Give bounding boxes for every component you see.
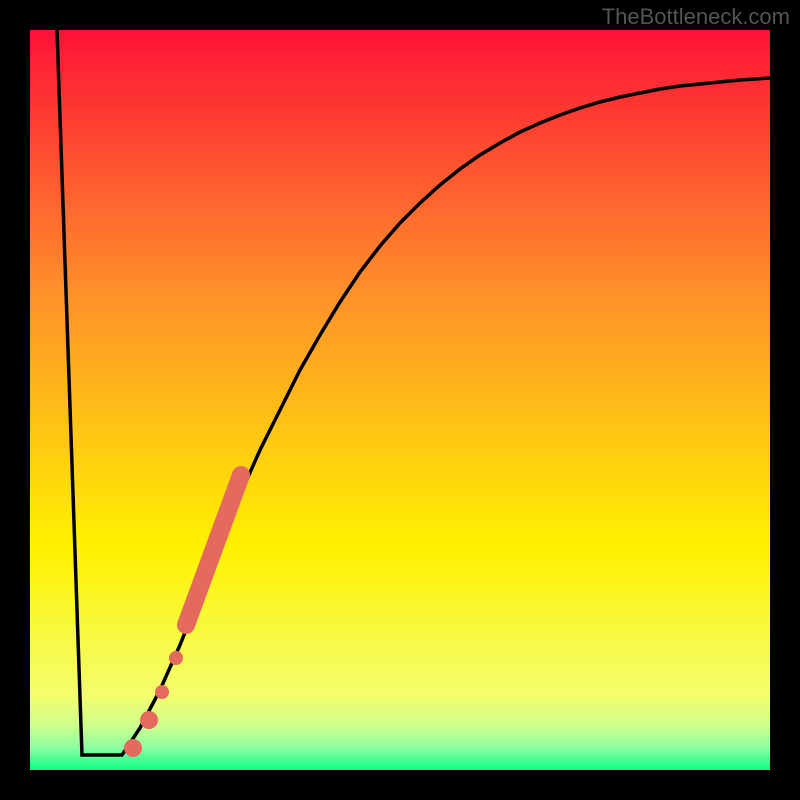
highlight-dot: [140, 711, 158, 729]
highlight-dot: [155, 685, 169, 699]
chart-container: TheBottleneck.com: [0, 0, 800, 800]
highlight-dot: [124, 739, 142, 757]
bottleneck-chart: [0, 0, 800, 800]
highlight-dot: [169, 651, 183, 665]
watermark-text: TheBottleneck.com: [602, 4, 790, 30]
plot-background: [30, 30, 770, 770]
